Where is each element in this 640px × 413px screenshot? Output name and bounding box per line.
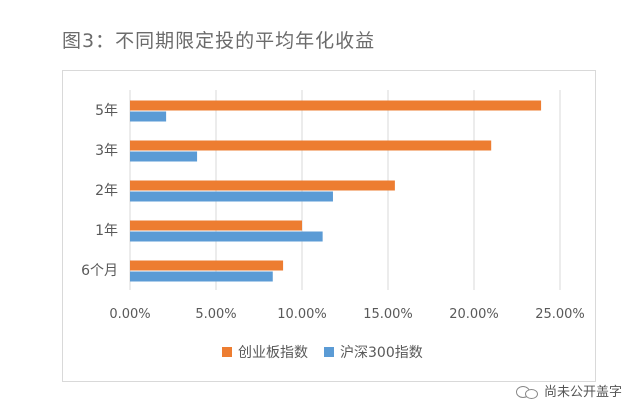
bar-0-1 bbox=[130, 140, 492, 151]
legend-swatch-0 bbox=[222, 347, 232, 357]
watermark: 尚未公开盖字 bbox=[515, 381, 622, 400]
bar-0-3 bbox=[130, 220, 302, 231]
category-label-3: 1年 bbox=[95, 223, 118, 239]
x-tick-label-2: 10.00% bbox=[277, 307, 327, 322]
bar-1-4 bbox=[130, 271, 273, 282]
bar-1-2 bbox=[130, 191, 333, 202]
category-label-1: 3年 bbox=[95, 143, 118, 159]
bars bbox=[130, 100, 542, 282]
category-labels: 5年 3年 2年 1年 6个月 bbox=[81, 103, 118, 279]
legend-label-1: 沪深300指数 bbox=[340, 345, 423, 361]
watermark-text: 尚未公开盖字 bbox=[543, 385, 622, 400]
x-tick-label-1: 5.00% bbox=[195, 307, 236, 322]
x-tick-label-4: 20.00% bbox=[449, 307, 499, 322]
legend: 创业板指数 沪深300指数 bbox=[222, 345, 423, 361]
x-tick-label-5: 25.00% bbox=[535, 307, 585, 322]
wechat-icon bbox=[515, 384, 538, 399]
bar-0-2 bbox=[130, 180, 395, 191]
x-tick-label-0: 0.00% bbox=[109, 307, 150, 322]
x-tick-label-3: 15.00% bbox=[363, 307, 413, 322]
category-label-0: 5年 bbox=[95, 103, 118, 119]
category-label-2: 2年 bbox=[95, 183, 118, 199]
bar-1-0 bbox=[130, 111, 167, 122]
x-tick-labels: 0.00% 5.00% 10.00% 15.00% 20.00% 25.00% bbox=[109, 307, 584, 322]
bar-0-4 bbox=[130, 260, 284, 271]
bar-1-3 bbox=[130, 231, 323, 242]
legend-label-0: 创业板指数 bbox=[238, 345, 308, 361]
category-label-4: 6个月 bbox=[81, 263, 118, 279]
legend-swatch-1 bbox=[324, 347, 334, 357]
bar-1-1 bbox=[130, 151, 198, 162]
page-title: 图3：不同期限定投的平均年化收益 bbox=[62, 30, 376, 52]
bar-0-0 bbox=[130, 100, 542, 111]
